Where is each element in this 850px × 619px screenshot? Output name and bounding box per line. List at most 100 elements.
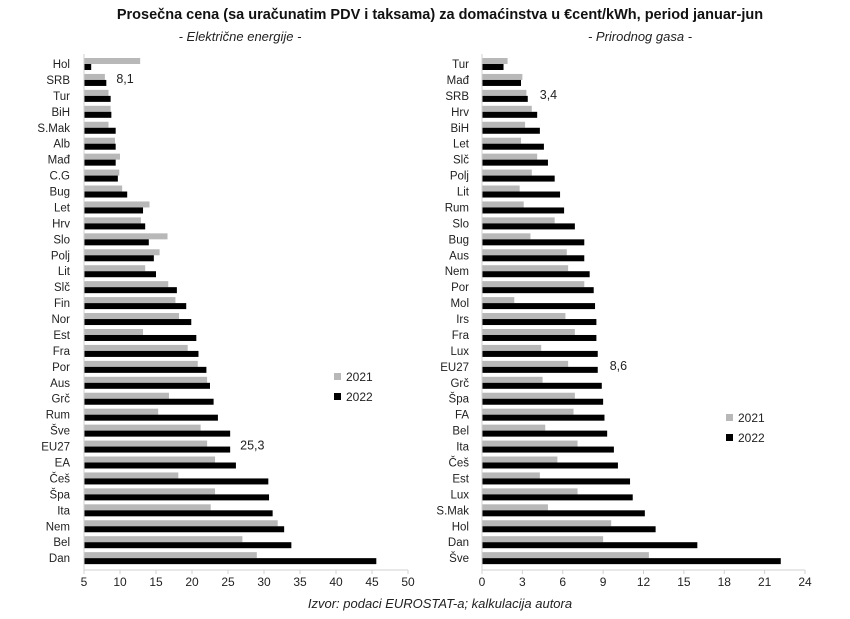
bar-2022 — [84, 526, 285, 533]
x-tick-label: 15 — [149, 575, 163, 589]
x-tick-label: 3 — [519, 575, 526, 589]
bar-2021 — [482, 153, 538, 160]
bar-2022 — [482, 558, 781, 565]
bar-2021 — [482, 520, 612, 527]
bar-2022 — [482, 494, 633, 501]
category-label: Mađ — [447, 75, 470, 87]
category-label: Grč — [450, 378, 469, 390]
category-label: C.G — [50, 171, 71, 183]
bar-2021 — [482, 552, 649, 559]
bar-2022 — [482, 462, 618, 469]
bar-2021 — [84, 536, 243, 543]
category-label: Let — [54, 202, 71, 214]
category-label: Ita — [57, 505, 70, 517]
category-label: EU27 — [440, 362, 469, 374]
x-tick-label: 21 — [758, 575, 772, 589]
bar-2022 — [482, 414, 605, 421]
bar-2022 — [84, 255, 154, 262]
category-label: Fra — [452, 330, 470, 342]
bar-2022 — [482, 79, 522, 86]
category-label: Por — [52, 362, 70, 374]
bar-2022 — [482, 111, 538, 118]
bar-2021 — [482, 169, 532, 176]
bar-2021 — [482, 217, 555, 224]
bar-2022 — [84, 95, 111, 102]
category-label: EA — [55, 458, 71, 470]
bar-2022 — [84, 334, 197, 341]
bar-2021 — [482, 456, 558, 463]
bar-2022 — [482, 382, 602, 389]
bar-2021 — [84, 281, 169, 288]
x-tick-label: 40 — [329, 575, 343, 589]
bar-2021 — [84, 233, 168, 240]
bar-2022 — [482, 64, 504, 70]
bar-2021 — [482, 504, 548, 511]
legend-swatch-2021 — [726, 414, 733, 421]
category-label: Hol — [53, 59, 70, 71]
bar-2021 — [84, 137, 115, 144]
category-label: Mađ — [48, 155, 71, 167]
bar-2022 — [482, 223, 575, 230]
category-label: Bug — [449, 234, 469, 246]
legend-label: 2021 — [346, 370, 373, 384]
category-label: Hrv — [451, 107, 469, 119]
category-label: Šve — [50, 425, 70, 438]
bar-2022 — [482, 143, 544, 150]
bar-2021 — [482, 58, 508, 64]
legend-swatch-2022 — [334, 393, 341, 400]
data-label: 8,6 — [610, 359, 627, 373]
bar-2022 — [84, 319, 192, 326]
bar-2021 — [84, 201, 150, 208]
bar-2021 — [482, 89, 527, 96]
category-label: Lit — [58, 266, 71, 278]
legend-label: 2021 — [738, 411, 765, 425]
bar-2021 — [482, 360, 569, 367]
bar-2022 — [84, 382, 210, 389]
category-label: Fra — [53, 346, 71, 358]
bar-2022 — [84, 223, 146, 230]
x-tick-label: 5 — [81, 575, 88, 589]
category-label: Lit — [457, 187, 470, 199]
category-label: Češ — [449, 457, 470, 470]
bar-2021 — [84, 344, 188, 351]
category-label: Bel — [53, 537, 70, 549]
bar-2022 — [482, 446, 614, 453]
category-label: Bel — [452, 426, 469, 438]
category-label: S.Mak — [37, 123, 70, 135]
legend-swatch-2022 — [726, 434, 733, 441]
category-label: Šve — [449, 552, 469, 565]
bar-2021 — [482, 297, 515, 304]
category-label: Lux — [450, 346, 469, 358]
bar-2021 — [482, 440, 578, 447]
bar-2022 — [84, 542, 292, 549]
bar-2022 — [482, 239, 585, 246]
data-label: 8,1 — [116, 72, 133, 86]
category-label: Aus — [50, 378, 70, 390]
category-label: Aus — [449, 250, 469, 262]
subtitle-electricity: - Električne energije - — [179, 29, 302, 44]
bar-2022 — [84, 558, 377, 565]
category-label: S.Mak — [436, 505, 469, 517]
bar-2022 — [482, 510, 645, 517]
bar-2021 — [84, 185, 123, 192]
x-tick-label: 9 — [600, 575, 607, 589]
category-label: Polj — [450, 171, 469, 183]
bar-2022 — [84, 64, 92, 70]
x-tick-label: 45 — [365, 575, 379, 589]
category-label: Grč — [51, 394, 70, 406]
bar-2022 — [482, 430, 608, 437]
bar-2021 — [84, 504, 211, 511]
category-label: BiH — [450, 123, 469, 135]
bar-2021 — [84, 472, 179, 479]
category-label: Hrv — [52, 218, 70, 230]
bar-2022 — [84, 175, 118, 182]
bar-2021 — [84, 328, 144, 335]
x-tick-label: 15 — [677, 575, 691, 589]
bar-2022 — [84, 127, 116, 134]
bar-2022 — [482, 127, 540, 134]
bar-2022 — [84, 462, 236, 469]
bar-2021 — [84, 217, 141, 224]
category-label: Fin — [54, 298, 70, 310]
bar-2021 — [84, 265, 146, 272]
